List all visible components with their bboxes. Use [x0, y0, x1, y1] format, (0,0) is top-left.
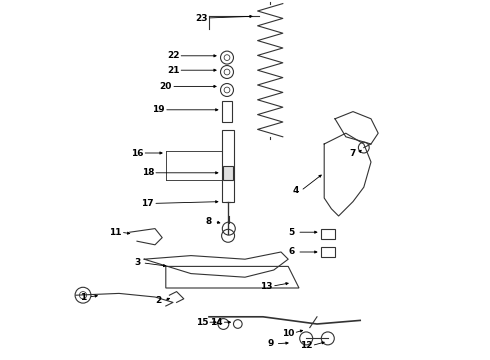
Text: 13: 13 [260, 282, 273, 291]
Text: 8: 8 [206, 217, 212, 226]
Text: 12: 12 [300, 341, 313, 350]
Text: 23: 23 [196, 14, 208, 23]
Bar [320, 247, 335, 257]
Text: 20: 20 [160, 82, 172, 91]
Text: 16: 16 [131, 149, 143, 158]
Text: 22: 22 [167, 51, 179, 60]
Text: 7: 7 [350, 149, 356, 158]
Text: 4: 4 [292, 186, 298, 195]
Bar [221, 101, 232, 122]
Text: 15: 15 [196, 318, 208, 327]
Text: 21: 21 [167, 66, 179, 75]
Text: 19: 19 [152, 105, 165, 114]
Text: 3: 3 [134, 258, 140, 267]
Text: 1: 1 [80, 292, 86, 302]
Text: 17: 17 [142, 199, 154, 208]
Bar [320, 229, 335, 239]
Bar [221, 130, 234, 202]
Bar [222, 166, 233, 180]
Text: 14: 14 [210, 318, 222, 327]
Text: 11: 11 [109, 228, 122, 237]
Text: 5: 5 [289, 228, 295, 237]
Text: 9: 9 [267, 339, 273, 348]
Text: 10: 10 [282, 328, 294, 338]
Text: 2: 2 [155, 296, 162, 305]
Text: 6: 6 [289, 248, 295, 256]
Text: 18: 18 [142, 168, 154, 177]
